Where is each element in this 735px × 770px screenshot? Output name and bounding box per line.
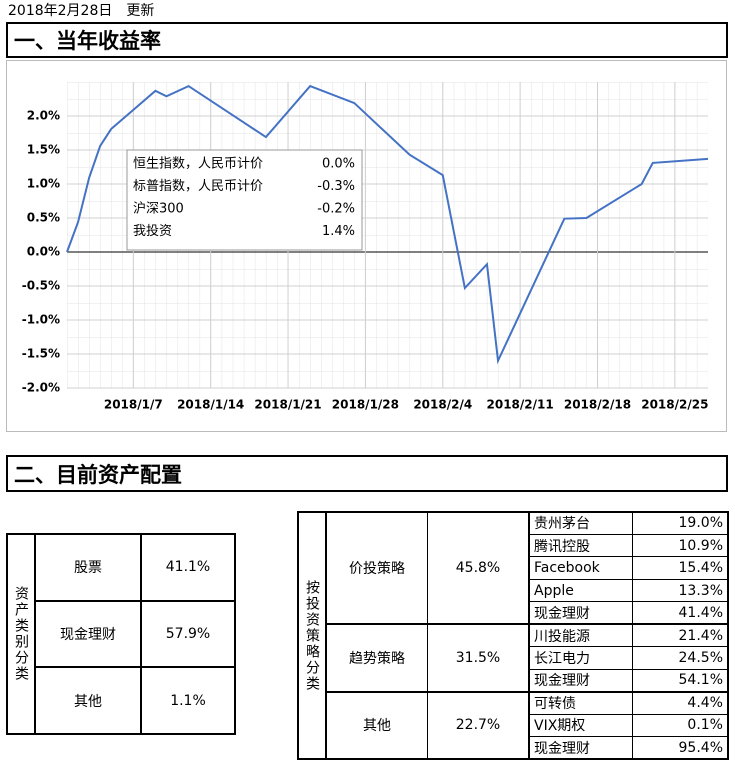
y-tick-label: 0.0% xyxy=(27,245,60,259)
asset-name: 其他 xyxy=(34,666,142,735)
strategy-name: 其他 xyxy=(325,690,428,760)
annotation-box xyxy=(126,149,363,251)
line xyxy=(66,84,709,365)
annotation-label: 沪深300 xyxy=(133,201,184,217)
holding-name: 可转债 xyxy=(528,690,633,715)
y-tick-label: 0.5% xyxy=(27,211,60,225)
strategy-name: 价投策略 xyxy=(325,510,428,625)
annotation-value: 0.0% xyxy=(322,157,355,172)
x-tick-label: 2018/1/7 xyxy=(104,398,163,412)
x-tick-label: 2018/2/18 xyxy=(564,398,631,412)
holding-name: Facebook xyxy=(528,556,633,580)
asset-share: 57.9% xyxy=(140,599,236,669)
asset-share: 1.1% xyxy=(140,666,236,735)
strategy-share: 31.5% xyxy=(427,623,530,693)
table-row: 现金理财 41.4% xyxy=(298,601,729,625)
section-title: 一、当年收益率 xyxy=(6,22,728,58)
holding-share: 10.9% xyxy=(632,533,729,558)
y-tick-label: -1.0% xyxy=(22,313,60,327)
holding-share: 24.5% xyxy=(632,646,729,670)
holding-share: 15.4% xyxy=(632,556,729,580)
asset-name: 股票 xyxy=(34,533,142,602)
table-row: 现金理财 54.1% xyxy=(298,668,729,693)
strategy-share: 45.8% xyxy=(427,510,530,625)
holding-share: 19.0% xyxy=(632,510,729,535)
update-date: 2018年2月28日 更新 xyxy=(8,3,155,19)
y-tick-label: -2.0% xyxy=(22,381,60,395)
x-tick-label: 2018/2/11 xyxy=(487,398,554,412)
holding-name: 现金理财 xyxy=(528,601,633,625)
holding-share: 95.4% xyxy=(632,736,729,760)
holding-share: 4.4% xyxy=(632,690,729,715)
y-tick-label: 2.0% xyxy=(27,109,60,123)
table-row: 现金理财 57.9% xyxy=(7,599,236,669)
asset-share: 41.1% xyxy=(140,533,236,602)
holding-name: 川投能源 xyxy=(528,623,633,648)
table-row: Apple 13.3% xyxy=(298,578,729,603)
table-row: 现金理财 95.4% xyxy=(298,736,729,760)
x-tick-label: 2018/1/21 xyxy=(254,398,321,412)
table-row: 长江电力 24.5% xyxy=(298,646,729,670)
table-row: 资产类别分类 股票 41.1% xyxy=(6,533,236,735)
strategy-table: 按投资策略分类 价投策略 45.8% 贵州茅台 19.0% 腾讯控股 10.9% Facebo… xyxy=(297,510,729,760)
table-row: 其他 1.1% xyxy=(7,666,236,735)
table-row: 腾讯控股 10.9% xyxy=(298,533,729,558)
x-tick-label: 2018/1/14 xyxy=(177,398,244,412)
holding-share: 21.4% xyxy=(632,623,729,648)
table-row: 按投资策略分类 价投策略 45.8% 贵州茅台 19.0% xyxy=(297,510,729,760)
asset-table: 资产类别分类 股票 41.1% 现金理财 57.9% 其他 1.1% xyxy=(6,533,236,735)
y-tick-label: -1.5% xyxy=(22,347,60,361)
holding-name: 腾讯控股 xyxy=(528,533,633,558)
holding-name: 贵州茅台 xyxy=(528,510,633,535)
holding-share: 13.3% xyxy=(632,578,729,603)
table-row: 其他 22.7% 可转债 4.4% xyxy=(298,690,729,760)
x-tick-label: 2018/2/25 xyxy=(641,398,708,412)
annotation-value: -0.2% xyxy=(317,202,355,217)
holding-share: 0.1% xyxy=(632,713,729,738)
y-tick-label: 1.5% xyxy=(27,143,60,157)
strategy-share: 22.7% xyxy=(427,690,530,760)
annotation-label: 标普指数，人民币计价 xyxy=(133,179,263,194)
table-row: VIX期权 0.1% xyxy=(298,713,729,738)
asset-name: 现金理财 xyxy=(34,599,142,669)
table-header: 按投资策略分类 xyxy=(297,511,327,760)
y-tick-label: 1.0% xyxy=(27,177,60,191)
annotation-label: 恒生指数，人民币计价 xyxy=(133,157,263,172)
holding-name: Apple xyxy=(528,578,633,603)
strategy-name: 趋势策略 xyxy=(325,623,428,693)
annotation-value: -0.3% xyxy=(317,179,355,194)
holding-share: 41.4% xyxy=(632,601,729,625)
table-row: 趋势策略 31.5% 川投能源 21.4% xyxy=(298,623,729,693)
annotation-label: 我投资 xyxy=(133,223,172,239)
section-title: 二、目前资产配置 xyxy=(6,455,728,492)
chart: -2.0% -1.5% -1.0% -0.5% 0.0% 0.5% 1.0% 1.5% 2.0%… xyxy=(6,60,727,432)
holding-name: VIX期权 xyxy=(528,713,633,738)
annotation-value: 1.4% xyxy=(322,224,355,239)
x-tick-label: 2018/2/4 xyxy=(413,398,472,412)
y-tick-label: -0.5% xyxy=(22,279,60,293)
holding-name: 长江电力 xyxy=(528,646,633,670)
holding-name: 现金理财 xyxy=(528,736,633,760)
table-header: 资产类别分类 xyxy=(6,533,36,735)
x-tick-label: 2018/1/28 xyxy=(332,398,399,412)
holding-share: 54.1% xyxy=(632,668,729,693)
holding-name: 现金理财 xyxy=(528,668,633,693)
